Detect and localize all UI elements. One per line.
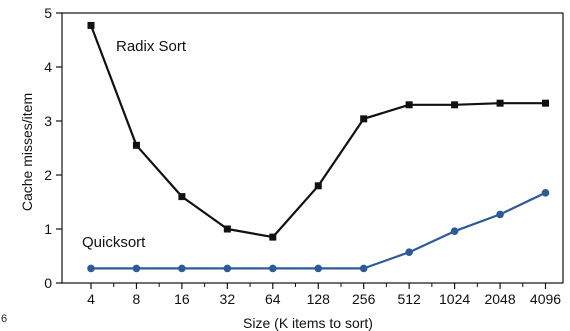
series-label-radix-sort: Radix Sort [116, 38, 187, 55]
x-tick-label: 512 [397, 291, 421, 307]
data-point [269, 233, 277, 241]
data-point [314, 182, 322, 190]
x-axis-label: Size (K items to sort) [243, 315, 373, 331]
data-point [87, 264, 95, 273]
series-line [91, 191, 546, 270]
y-axis-label-group: Cache misses/item [19, 93, 35, 211]
x-tick-label: 32 [220, 291, 236, 307]
x-tick-label: 4096 [530, 291, 561, 307]
y-tick-label: 4 [44, 59, 52, 75]
data-point [405, 248, 413, 257]
data-point [451, 101, 459, 109]
x-axis: 4 8 16 32 64 128 256 512 1024 2048 4096 [87, 283, 561, 307]
corner-mark: 6 [1, 313, 8, 325]
data-point [269, 264, 277, 273]
data-point [496, 99, 504, 107]
y-tick-label: 2 [44, 167, 52, 183]
series-quicksort [87, 189, 550, 273]
y-tick-label: 0 [44, 275, 52, 291]
data-point [223, 264, 232, 273]
x-tick-label: 8 [133, 291, 141, 307]
data-point [542, 99, 549, 107]
y-axis: 0 1 2 3 4 5 [44, 5, 62, 291]
data-point [359, 264, 368, 273]
x-tick-label: 1024 [439, 291, 470, 307]
data-point [450, 227, 459, 235]
x-tick-label: 64 [265, 291, 281, 307]
data-point [360, 115, 368, 123]
x-tick-label: 256 [352, 291, 376, 307]
data-point [132, 141, 140, 149]
data-point [405, 101, 413, 109]
series-layer: Radix Sort Quicksort [82, 21, 550, 273]
series-line [89, 25, 546, 239]
y-tick-label: 1 [44, 221, 52, 237]
data-point [496, 210, 504, 219]
data-point [314, 264, 323, 273]
data-point [178, 264, 186, 273]
y-axis-label: Cache misses/item [19, 93, 35, 211]
y-tick-label: 5 [44, 5, 52, 21]
data-point [541, 189, 550, 197]
x-tick-label: 128 [307, 291, 331, 307]
data-point [178, 193, 186, 201]
x-tick-label: 2048 [484, 291, 515, 307]
data-point [132, 264, 141, 273]
x-tick-label: 4 [87, 291, 95, 307]
data-point [223, 225, 231, 233]
y-tick-label: 3 [44, 113, 52, 129]
series-label-quicksort: Quicksort [82, 234, 146, 251]
x-tick-label: 16 [174, 291, 190, 307]
series-radix-sort [87, 21, 549, 241]
data-point [87, 21, 95, 29]
plot-frame [61, 12, 564, 284]
